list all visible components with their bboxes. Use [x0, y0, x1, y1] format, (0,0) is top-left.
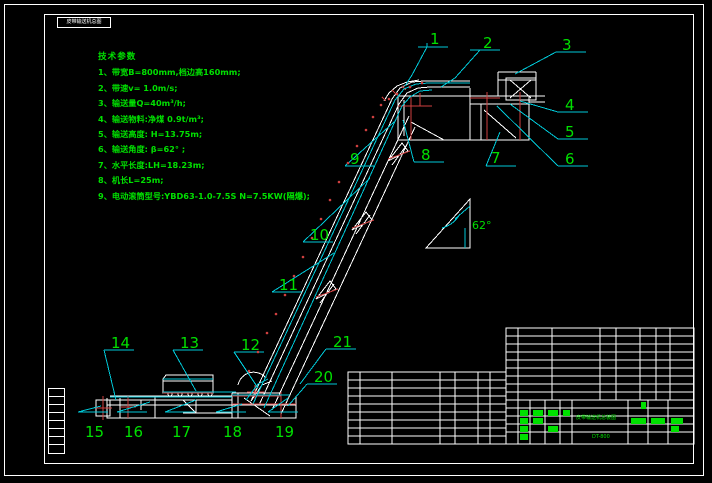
callout-number-17: 17	[172, 423, 192, 441]
callout-number-6: 6	[565, 150, 575, 168]
title-stamp: 皮带输送机总图	[57, 17, 111, 28]
callout-number-1: 1	[430, 30, 440, 48]
callout-number-7: 7	[491, 149, 501, 167]
callout-number-5: 5	[565, 123, 575, 141]
callout-number-2: 2	[483, 34, 493, 52]
title-block-drawing-no: DT-800	[592, 434, 610, 440]
callout-number-3: 3	[562, 36, 572, 54]
tb-mark	[641, 402, 646, 409]
callout-number-11: 11	[279, 276, 299, 294]
tech-param-line: 1、带宽B=800mm,档边高160mm;	[98, 67, 241, 78]
left-stack-cell	[49, 437, 64, 445]
callout-number-10: 10	[310, 226, 330, 244]
left-stack-cell	[49, 389, 64, 397]
tb-mark	[651, 418, 665, 424]
left-stack-cell	[49, 397, 64, 405]
callout-number-15: 15	[85, 423, 105, 441]
left-margin-stack	[48, 388, 65, 454]
title-block-drawing-name: 皮带输送机总装图	[576, 415, 617, 421]
callout-number-18: 18	[223, 423, 243, 441]
callout-number-12: 12	[241, 336, 261, 354]
tb-mark	[520, 434, 528, 440]
tech-param-line: 2、带速v= 1.0m/s;	[98, 82, 178, 93]
tech-params-heading: 技术参数	[98, 52, 137, 62]
tb-mark	[548, 410, 558, 416]
callout-number-20: 20	[314, 368, 334, 386]
tech-param-line: 6、输送角度: β=62° ;	[98, 144, 186, 155]
tb-mark	[520, 410, 528, 416]
tb-mark	[631, 418, 646, 424]
left-stack-cell	[49, 429, 64, 437]
tech-param-line: 8、机长L=25m;	[98, 175, 164, 186]
left-stack-cell	[49, 421, 64, 429]
outer-border	[4, 4, 704, 476]
callout-number-13: 13	[180, 334, 200, 352]
callout-number-14: 14	[111, 334, 131, 352]
tb-mark	[520, 426, 528, 432]
tech-param-line: 3、输送量Q=40m³/h;	[98, 98, 186, 109]
tech-param-line: 9、电动滚筒型号:YBD63-1.0-7.5S N=7.5KW(隔爆);	[98, 190, 310, 201]
tb-mark	[533, 418, 543, 424]
inner-border	[44, 14, 694, 464]
tb-mark	[548, 426, 558, 432]
left-stack-cell	[49, 413, 64, 421]
callout-number-8: 8	[421, 146, 431, 164]
tech-param-line: 4、输送物料:净煤 0.9t/m³;	[98, 113, 204, 124]
tb-mark	[533, 410, 543, 416]
tb-mark	[563, 410, 570, 416]
callout-number-16: 16	[124, 423, 144, 441]
tb-mark	[671, 418, 683, 424]
technical-parameters-block: 技术参数 1、带宽B=800mm,档边高160mm; 2、带速v= 1.0m/s…	[98, 50, 310, 204]
tech-param-line: 7、水平长度:LH=18.23m;	[98, 159, 205, 170]
tb-mark	[520, 418, 528, 424]
callout-number-21: 21	[333, 333, 353, 351]
tb-mark	[671, 426, 679, 432]
angle-label: 62°	[472, 219, 492, 232]
callout-number-4: 4	[565, 96, 575, 114]
left-stack-cell	[49, 405, 64, 413]
tech-param-line: 5、输送高度: H=13.75m;	[98, 129, 203, 140]
callout-number-19: 19	[275, 423, 295, 441]
callout-number-9: 9	[350, 150, 360, 168]
